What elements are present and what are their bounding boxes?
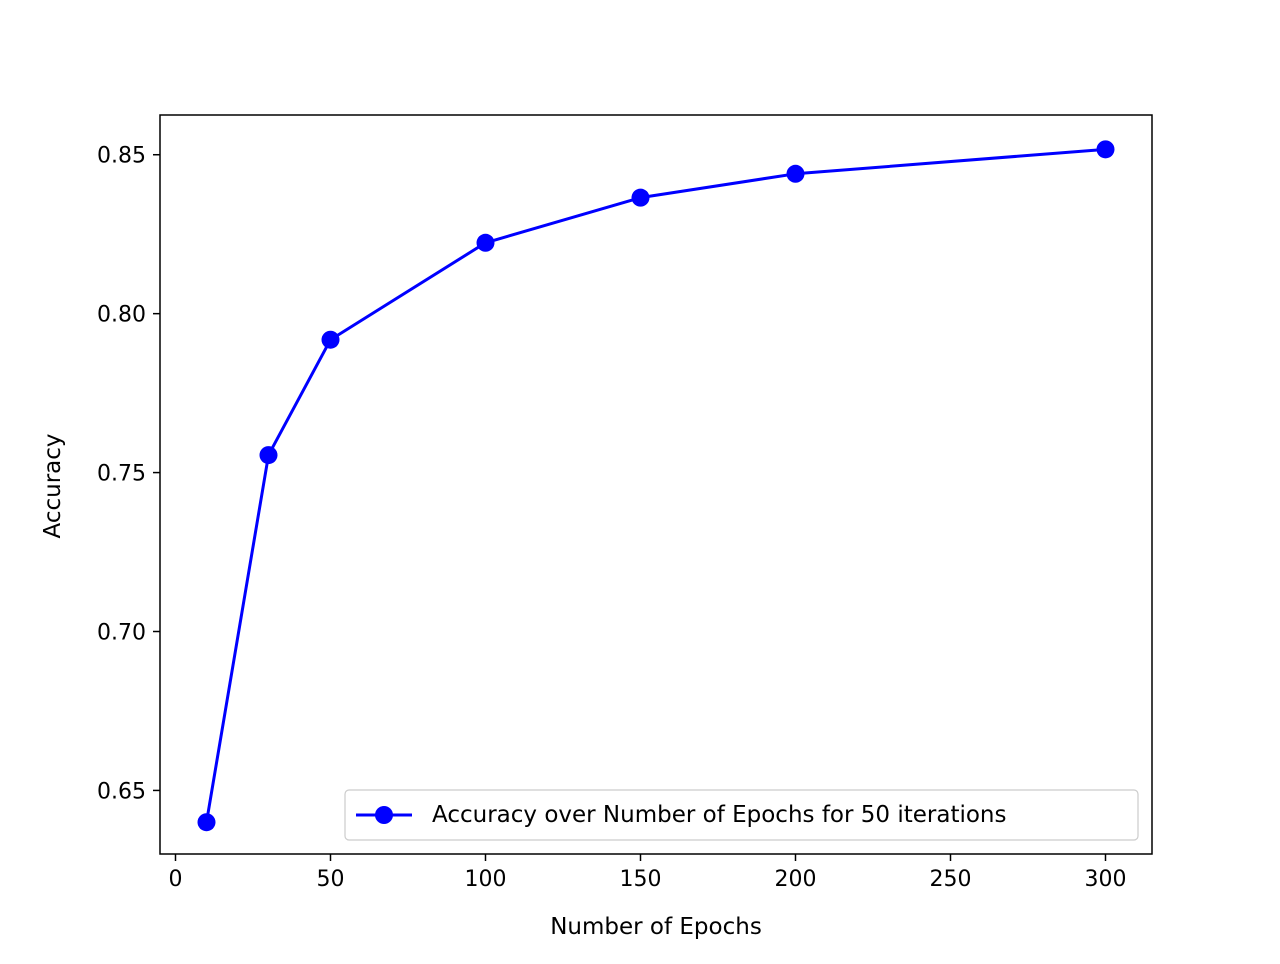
x-tick-label: 250 bbox=[930, 867, 972, 892]
x-axis-label: Number of Epochs bbox=[550, 914, 762, 940]
y-tick-label: 0.70 bbox=[97, 621, 146, 646]
y-axis-label: Accuracy bbox=[40, 433, 66, 538]
x-tick-label: 300 bbox=[1085, 867, 1127, 892]
data-point bbox=[786, 164, 805, 183]
x-tick-label: 100 bbox=[465, 867, 507, 892]
y-tick-label: 0.65 bbox=[97, 779, 146, 804]
plot-area bbox=[197, 140, 1115, 832]
y-tick-label: 0.85 bbox=[97, 144, 146, 169]
y-axis: 0.65 0.70 0.75 0.80 0.85 bbox=[97, 144, 160, 804]
x-tick-label: 200 bbox=[775, 867, 817, 892]
legend-label: Accuracy over Number of Epochs for 50 it… bbox=[432, 802, 1006, 828]
y-tick-label: 0.80 bbox=[97, 303, 146, 328]
legend-box bbox=[344, 789, 1139, 841]
data-point bbox=[321, 330, 340, 349]
x-tick-label: 150 bbox=[620, 867, 662, 892]
y-tick-label: 0.75 bbox=[97, 462, 146, 487]
data-point bbox=[259, 446, 278, 465]
data-point bbox=[631, 188, 650, 207]
data-point bbox=[197, 813, 216, 832]
x-axis: 0 50 100 150 200 250 300 bbox=[169, 854, 1127, 892]
data-point bbox=[1096, 140, 1115, 159]
data-point bbox=[476, 233, 495, 252]
x-tick-label: 0 bbox=[169, 867, 183, 892]
legend: Accuracy over Number of Epochs for 50 it… bbox=[344, 789, 1139, 841]
axes-frame bbox=[159, 114, 1153, 855]
legend-marker-swatch bbox=[375, 806, 393, 824]
x-tick-label: 50 bbox=[317, 867, 345, 892]
